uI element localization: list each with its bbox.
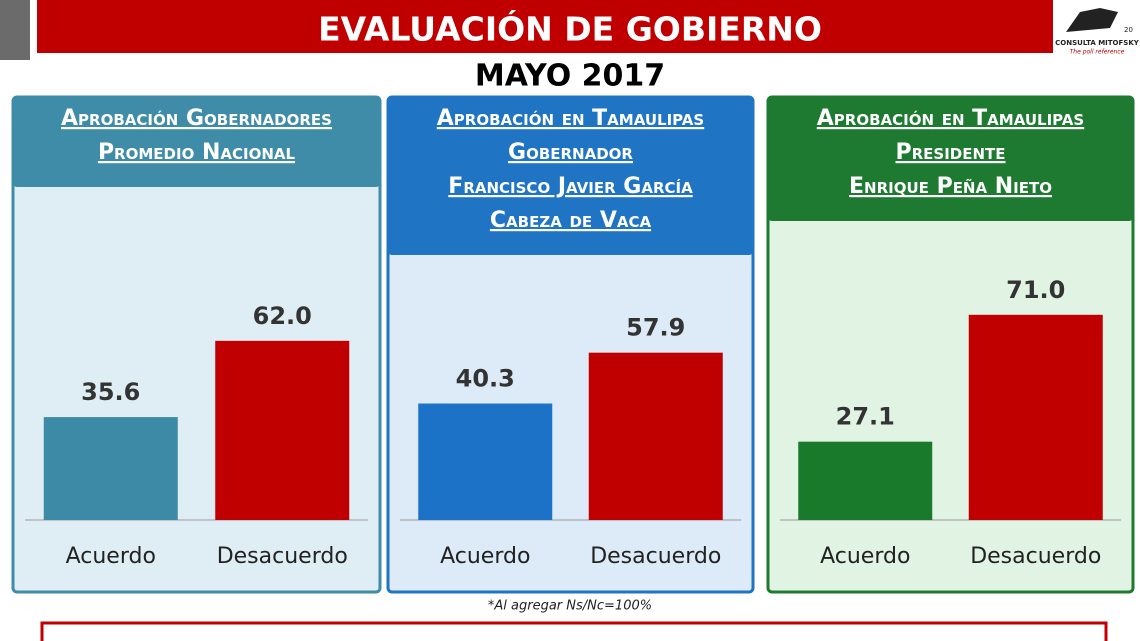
panel-title: Gobernador bbox=[508, 140, 633, 165]
bar bbox=[588, 352, 723, 520]
logo-mark bbox=[1066, 8, 1118, 32]
bar bbox=[418, 403, 553, 520]
panel-title: Enrique Peña Nieto bbox=[849, 174, 1052, 199]
banner bbox=[37, 0, 1053, 53]
category-label: Acuerdo bbox=[66, 544, 156, 569]
panel-header bbox=[768, 97, 1133, 221]
value-label: 35.6 bbox=[81, 378, 140, 406]
bar bbox=[43, 417, 178, 520]
panel-title: Francisco Javier García bbox=[448, 174, 693, 199]
category-label: Desacuerdo bbox=[970, 544, 1101, 569]
bar bbox=[215, 340, 350, 520]
category-label: Desacuerdo bbox=[217, 544, 348, 569]
panel-title: Aprobación Gobernadores bbox=[61, 106, 332, 131]
bar bbox=[798, 441, 933, 520]
panel-title: Aprobación en Tamaulipas bbox=[817, 106, 1084, 131]
panel-title: Aprobación en Tamaulipas bbox=[437, 106, 704, 131]
category-label: Acuerdo bbox=[440, 544, 530, 569]
category-label: Desacuerdo bbox=[590, 544, 721, 569]
panel-title: Promedio Nacional bbox=[98, 140, 296, 165]
value-label: 40.3 bbox=[456, 365, 515, 393]
value-label: 62.0 bbox=[253, 302, 312, 330]
value-label: 57.9 bbox=[626, 314, 685, 342]
logo-tagline: The poll reference bbox=[1070, 49, 1125, 56]
footnote: *Al agregar Ns/Nc=100% bbox=[488, 599, 652, 614]
category-label: Acuerdo bbox=[820, 544, 910, 569]
bottom-box bbox=[40, 621, 1108, 641]
logo-badge: 20 bbox=[1124, 26, 1133, 34]
side-strip bbox=[0, 0, 30, 60]
page-subtitle: MAYO 2017 bbox=[475, 59, 665, 94]
bar bbox=[968, 314, 1103, 520]
panel-title: Cabeza de Vaca bbox=[490, 208, 652, 233]
panel-header bbox=[388, 97, 753, 255]
panel-header bbox=[13, 97, 380, 187]
panel-title: Presidente bbox=[895, 140, 1005, 165]
value-label: 71.0 bbox=[1006, 276, 1065, 304]
logo: 20 CONSULTA MITOFSKY The poll reference bbox=[1055, 8, 1140, 56]
value-label: 27.1 bbox=[836, 403, 895, 431]
logo-name: CONSULTA MITOFSKY bbox=[1055, 39, 1140, 47]
page-title: EVALUACIÓN DE GOBIERNO bbox=[318, 9, 822, 49]
